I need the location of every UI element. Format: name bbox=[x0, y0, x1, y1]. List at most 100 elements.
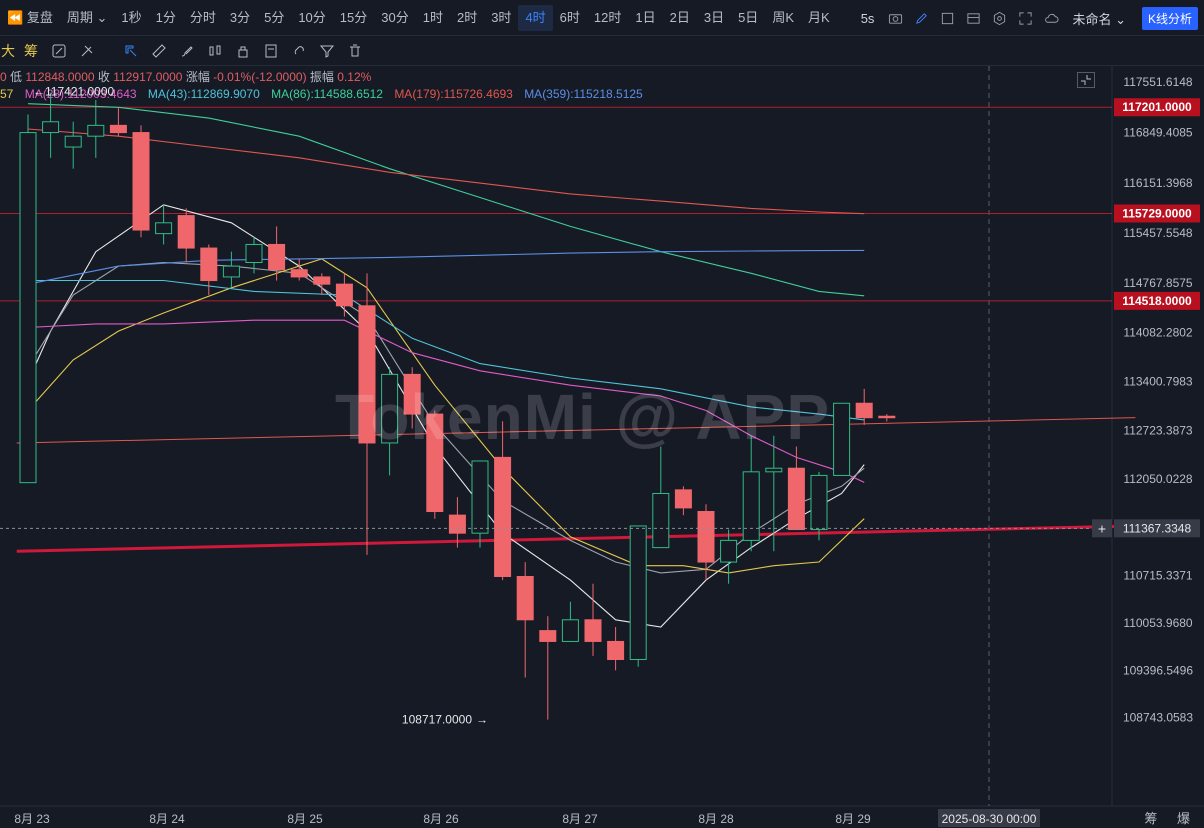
change-value: -0.01%(-12.0000) bbox=[213, 70, 307, 84]
candle-body bbox=[155, 222, 173, 235]
replay-label: 复盘 bbox=[26, 9, 53, 25]
period-item[interactable]: 2日 bbox=[669, 9, 690, 25]
price-line-label: 114518.0000 bbox=[1122, 294, 1192, 308]
period-item[interactable]: 3日 bbox=[703, 9, 725, 25]
period-item[interactable]: 12时 bbox=[593, 9, 622, 25]
period-item[interactable]: 1时 bbox=[422, 9, 443, 25]
candle-tool-icon[interactable] bbox=[202, 39, 228, 63]
low-value: 112848.0000 bbox=[25, 70, 95, 84]
trash-icon[interactable] bbox=[342, 39, 368, 63]
candle-body bbox=[426, 413, 444, 513]
note-icon[interactable] bbox=[936, 7, 958, 29]
layout-name[interactable]: 未命名 ⌄ bbox=[1066, 9, 1132, 28]
collapse-icon[interactable] bbox=[1077, 72, 1095, 88]
ma-line-blue bbox=[27, 249, 865, 285]
y-tick-label: 110715.3371 bbox=[1123, 568, 1193, 582]
period-item[interactable]: 10分 bbox=[298, 9, 326, 25]
candle-body bbox=[652, 492, 670, 549]
ruler-icon[interactable] bbox=[146, 39, 172, 63]
period-item[interactable]: 3分 bbox=[229, 9, 251, 25]
period-item[interactable]: 1日 bbox=[635, 9, 656, 25]
ma-43: MA(43):112869.9070 bbox=[147, 87, 260, 101]
x-tick-label: 8月 29 bbox=[835, 812, 871, 826]
lock-icon[interactable] bbox=[230, 39, 256, 63]
top-right-controls: 5s 未命名 ⌄ K线分析 bbox=[855, 0, 1198, 36]
candle-body bbox=[132, 132, 150, 231]
candle-body bbox=[810, 474, 828, 531]
x-tick-label: 8月 27 bbox=[562, 812, 598, 826]
candle-body bbox=[742, 471, 760, 541]
table-icon[interactable] bbox=[962, 7, 984, 29]
candle-body bbox=[245, 243, 263, 263]
x-highlight-label: 2025-08-30 00:00 bbox=[942, 812, 1037, 826]
y-tick-label: 109396.5496 bbox=[1123, 664, 1193, 678]
period-item[interactable]: 15分 bbox=[339, 9, 368, 25]
y-tick-label: 117551.6148 bbox=[1123, 75, 1193, 89]
period-item[interactable]: 4时 bbox=[518, 4, 553, 31]
replay-button[interactable]: ⏪ 复盘 bbox=[0, 5, 60, 31]
magnet-icon[interactable] bbox=[46, 39, 72, 63]
y-tick-label: 112723.3873 bbox=[1123, 423, 1193, 437]
ma-line-cyan bbox=[28, 279, 865, 421]
candle-body bbox=[516, 575, 534, 621]
drawbar-text-big[interactable]: 大 bbox=[1, 42, 15, 59]
candle-body bbox=[787, 467, 805, 531]
candle-body bbox=[697, 511, 715, 563]
period-item[interactable]: 分时 bbox=[189, 9, 216, 25]
watermark: TokenMi @ APP bbox=[335, 381, 830, 453]
period-dropdown[interactable]: 周期 ⌄ bbox=[60, 5, 115, 31]
period-item[interactable]: 1分 bbox=[155, 9, 176, 25]
candle-body bbox=[878, 415, 896, 419]
amplitude-value: 0.12% bbox=[337, 70, 372, 84]
link-icon[interactable] bbox=[286, 39, 312, 63]
candle-body bbox=[109, 124, 127, 134]
amplitude-label: 振幅 bbox=[309, 70, 334, 84]
crosshair-label: 111367.3348 bbox=[1123, 521, 1192, 535]
x-tick-label: 8月 24 bbox=[149, 812, 185, 826]
candle-body bbox=[833, 402, 851, 476]
bottom-right-tools[interactable]: 筹 爆 bbox=[1144, 811, 1198, 826]
brush-icon[interactable] bbox=[174, 39, 200, 63]
ohlc-info: 0 低 112848.0000 收 112917.0000 涨幅 -0.01%(… bbox=[0, 68, 371, 85]
ma-info: 57 MA(28):112003.4643 MA(43):112869.9070… bbox=[0, 87, 651, 101]
candle-body bbox=[290, 269, 308, 278]
y-tick-label: 110053.9680 bbox=[1123, 616, 1193, 630]
period-item[interactable]: 周K bbox=[772, 9, 794, 25]
ma-179: MA(179):115726.4693 bbox=[394, 87, 513, 101]
price-line-label: 115729.0000 bbox=[1122, 206, 1192, 220]
period-item[interactable]: 30分 bbox=[381, 9, 409, 25]
pencil-icon[interactable] bbox=[910, 7, 932, 29]
y-tick-label: 113400.7983 bbox=[1123, 375, 1193, 389]
trend-line bbox=[16, 524, 1136, 553]
layout-name-label: 未命名 bbox=[1072, 11, 1112, 27]
period-item[interactable]: 1秒 bbox=[121, 9, 142, 25]
price-line-badge bbox=[1114, 291, 1200, 310]
camera-icon[interactable] bbox=[884, 7, 906, 29]
candle-body bbox=[200, 247, 218, 282]
period-item[interactable]: 3时 bbox=[491, 9, 512, 25]
candle-body bbox=[765, 467, 783, 473]
kline-analysis-button[interactable]: K线分析 bbox=[1141, 6, 1198, 30]
period-item[interactable]: 5分 bbox=[264, 9, 285, 25]
y-tick-label: 116151.3968 bbox=[1123, 176, 1193, 190]
candle-body bbox=[335, 283, 353, 307]
y-tick-label: 108743.0583 bbox=[1123, 711, 1193, 725]
x-tick-label: 8月 26 bbox=[423, 812, 459, 826]
period-item[interactable]: 6时 bbox=[559, 9, 580, 25]
period-item[interactable]: 月K bbox=[807, 9, 830, 25]
ma-line-yellow bbox=[27, 258, 865, 574]
gear-icon[interactable] bbox=[988, 7, 1010, 29]
high-marker: 117421.0000 bbox=[45, 84, 115, 98]
candlestick-chart[interactable]: 117551.6148 116849.4085 116151.3968 115457.… bbox=[0, 66, 1204, 828]
period-item[interactable]: 2时 bbox=[456, 9, 478, 25]
drawbar-text-chips[interactable]: 筹 bbox=[24, 42, 38, 59]
period-item[interactable]: 5日 bbox=[738, 9, 759, 25]
cursor-icon[interactable] bbox=[118, 39, 144, 63]
eraser-icon[interactable] bbox=[74, 39, 100, 63]
refresh-interval[interactable]: 5s bbox=[860, 10, 875, 26]
candle-body bbox=[42, 121, 60, 134]
filter-icon[interactable] bbox=[314, 39, 340, 63]
fullscreen-icon[interactable] bbox=[1014, 7, 1036, 29]
text-note-icon[interactable] bbox=[258, 39, 284, 63]
candle-body bbox=[313, 276, 331, 285]
